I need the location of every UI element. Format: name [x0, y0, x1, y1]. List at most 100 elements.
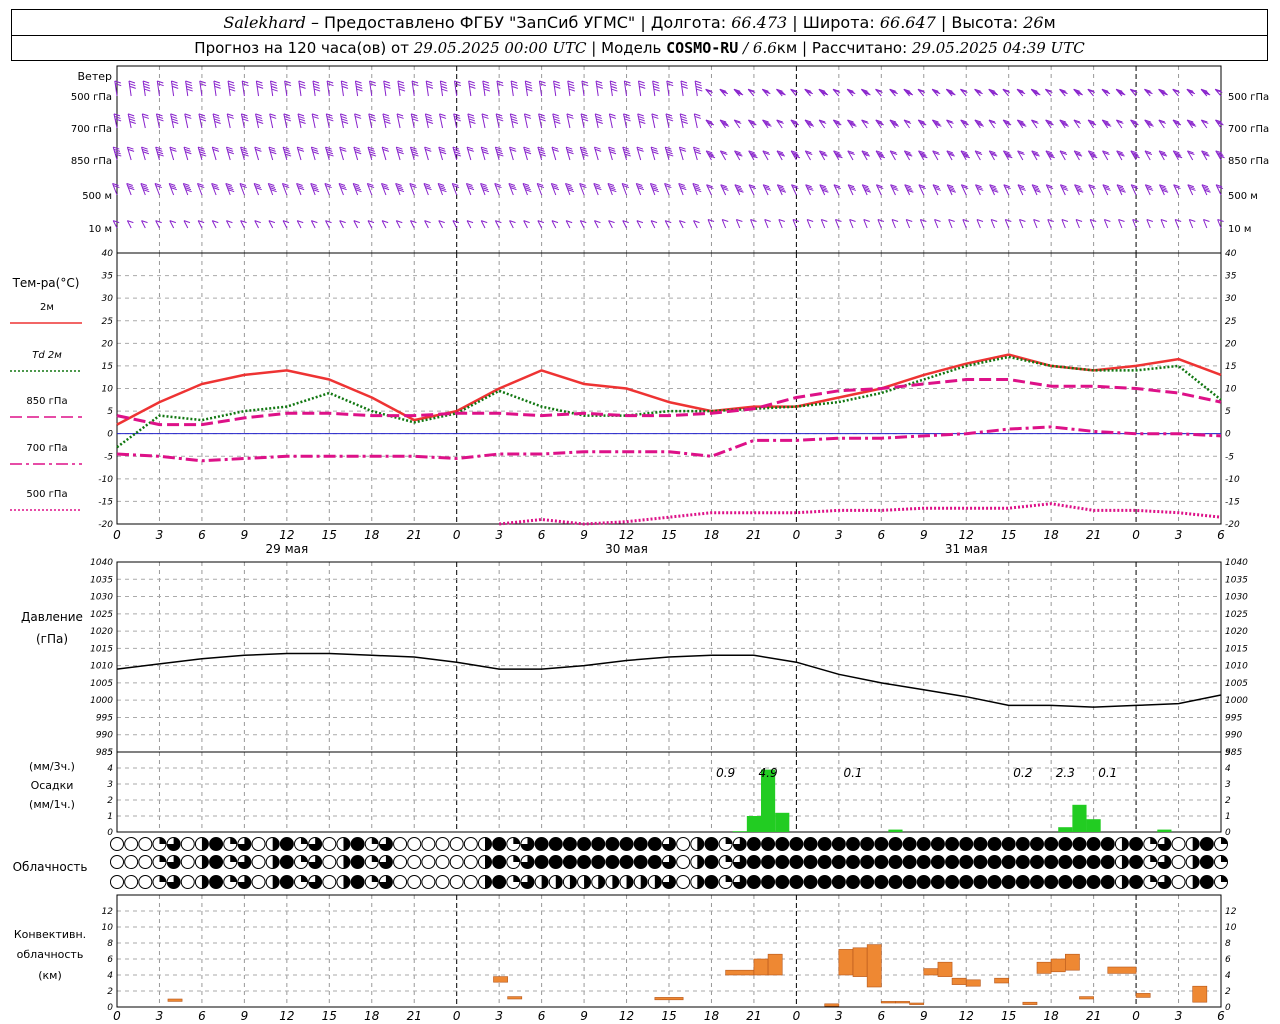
wind-barb: [522, 183, 528, 196]
wind-barb-flag: [705, 88, 712, 92]
wind-barb-flag: [949, 92, 956, 96]
wind-barb: [636, 146, 642, 161]
wind-barb-flag: [623, 151, 631, 155]
wind-barb-flag: [734, 184, 742, 188]
wind-barb-flag: [862, 184, 869, 188]
cloud-symbol-fill: [521, 837, 534, 851]
wind-barb-flag: [369, 80, 376, 84]
wind-barb: [1016, 88, 1024, 97]
conv-bar: [852, 947, 868, 977]
wind-barb-flag: [171, 83, 178, 87]
cloud-symbol: [1129, 855, 1144, 869]
cloud-symbol: [435, 875, 450, 889]
wind-barb-flag: [891, 122, 899, 126]
wind-barb-flag: [396, 185, 403, 189]
wind-barb-flag: [667, 153, 674, 157]
wind-barb: [594, 113, 599, 129]
cloud-symbol: [1086, 837, 1101, 851]
pres-ytick-right: 995: [1225, 713, 1242, 723]
cloud-symbol-fill: [1121, 837, 1129, 851]
cloud-symbol: [987, 875, 1002, 889]
cloud-symbol: [591, 837, 606, 851]
wind-barb-flag: [763, 89, 770, 93]
wind-barb-flag: [397, 115, 404, 119]
wind-barb-flag: [354, 187, 361, 191]
conv-xtick: 15: [661, 1009, 676, 1023]
wind-barb-flag: [1131, 186, 1139, 190]
wind-barb-flag: [1146, 187, 1154, 191]
wind-barb-flag: [1088, 120, 1096, 124]
wind-barb-flag: [1145, 184, 1152, 188]
wind-barb: [945, 88, 953, 97]
wind-barb: [1103, 219, 1109, 229]
wind-barb-flag: [904, 184, 911, 188]
temp-ytick-right: 30: [1225, 294, 1237, 304]
wind-barb-flag: [397, 151, 404, 155]
wind-barb-flag: [666, 151, 673, 155]
wind-barb-flag: [989, 184, 996, 188]
wind-barb-flag: [199, 80, 206, 84]
wind-barb-flag: [171, 118, 178, 122]
wind-barb-flag: [596, 121, 604, 124]
wind-barb-flag: [1047, 122, 1054, 126]
wind-barb-flag: [666, 80, 673, 84]
legend-label-t500: 500 гПа: [26, 489, 67, 500]
wind-barb-flag: [256, 83, 263, 87]
wind-barb: [239, 183, 245, 196]
pres-ytick-left: 985: [96, 748, 113, 758]
wind-barb-flag: [524, 115, 532, 119]
wind-barb-flag: [481, 220, 488, 224]
wind-barb-flag: [976, 186, 983, 190]
cloud-symbol: [1058, 875, 1073, 889]
wind-barb-flag: [1187, 150, 1194, 154]
wind-barb-flag: [680, 115, 687, 119]
wind-barb: [607, 183, 613, 196]
wind-barb-flag: [213, 80, 221, 84]
cloud-symbol-fill: [584, 875, 591, 889]
wind-barb-flag: [254, 220, 261, 224]
wind-barb-flag: [977, 187, 984, 191]
wind-barb-flag: [581, 80, 589, 84]
wind-barb-flag: [1215, 150, 1222, 154]
pres-ytick-left: 1025: [90, 610, 113, 620]
temp-ytick-left: -10: [98, 475, 113, 485]
cloud-symbol: [761, 855, 776, 869]
conv-bar: [725, 969, 755, 976]
wind-barb-flag: [1048, 155, 1055, 159]
legend-label-t850: 850 гПа: [26, 396, 67, 407]
wind-barb-flag: [1115, 88, 1123, 92]
wind-barb-flag: [1118, 187, 1125, 191]
cloud-symbol: [1171, 837, 1186, 851]
wind-barb: [537, 146, 543, 161]
wind-barb-flag: [495, 185, 502, 189]
wind-barb-flag: [652, 83, 660, 87]
wind-barb-flag: [638, 118, 645, 122]
cloud-symbol: [562, 855, 577, 869]
wind-barb-flag: [128, 80, 136, 84]
wind-barb: [918, 150, 925, 161]
conv-xtick: 21: [407, 1009, 422, 1023]
wind-barb: [468, 80, 472, 97]
wind-barb-flag: [1091, 155, 1098, 159]
wind-barb-flag: [651, 185, 658, 189]
wind-barb-flag: [200, 153, 207, 157]
cloud-symbol: [1171, 875, 1186, 889]
wind-barb-flag: [1017, 89, 1025, 93]
wind-barb-flag: [1147, 123, 1154, 127]
wind-barb-flag: [213, 118, 221, 122]
wind-barb: [664, 146, 670, 161]
wind-barb: [917, 119, 925, 129]
wind-barb-flag: [269, 148, 276, 152]
wind-barb-flag: [949, 189, 956, 193]
wind-barb-flag: [1158, 88, 1165, 92]
wind-barb: [1187, 150, 1194, 161]
prec-ytick-left: 0: [107, 828, 113, 838]
wind-barb-flag: [384, 85, 391, 89]
cloud-symbol: [704, 837, 719, 851]
wind-barb-flag: [1175, 155, 1183, 159]
wind-barb: [155, 146, 160, 161]
wind-barb-flag: [877, 219, 885, 222]
wind-barb: [1101, 88, 1109, 97]
wind-barb-flag: [650, 220, 658, 224]
legend-label-td2m: Td 2м: [32, 350, 62, 361]
